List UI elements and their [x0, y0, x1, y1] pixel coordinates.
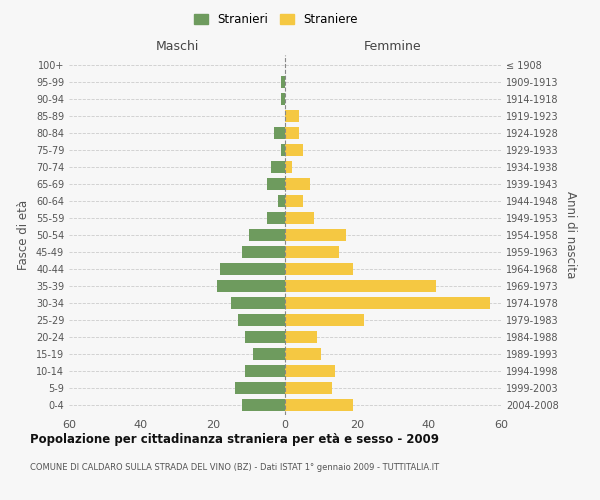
Bar	[285, 212, 314, 224]
Bar	[285, 229, 346, 241]
Bar	[285, 297, 490, 309]
Bar	[285, 314, 364, 326]
Bar	[242, 246, 285, 258]
Bar	[281, 76, 285, 88]
Text: Popolazione per cittadinanza straniera per età e sesso - 2009: Popolazione per cittadinanza straniera p…	[30, 432, 439, 446]
Bar	[285, 280, 436, 292]
Text: COMUNE DI CALDARO SULLA STRADA DEL VINO (BZ) - Dati ISTAT 1° gennaio 2009 - TUTT: COMUNE DI CALDARO SULLA STRADA DEL VINO …	[30, 462, 439, 471]
Bar	[267, 178, 285, 190]
Bar	[253, 348, 285, 360]
Bar	[235, 382, 285, 394]
Bar	[231, 297, 285, 309]
Bar	[285, 246, 339, 258]
Bar	[285, 110, 299, 122]
Bar	[217, 280, 285, 292]
Bar	[285, 263, 353, 275]
Bar	[285, 127, 299, 139]
Bar	[285, 365, 335, 377]
Bar	[285, 144, 303, 156]
Bar	[285, 161, 292, 173]
Bar	[249, 229, 285, 241]
Bar	[285, 399, 353, 411]
Bar	[278, 195, 285, 207]
Bar	[274, 127, 285, 139]
Text: Femmine: Femmine	[364, 40, 422, 54]
Bar	[271, 161, 285, 173]
Legend: Stranieri, Straniere: Stranieri, Straniere	[189, 8, 363, 31]
Bar	[242, 399, 285, 411]
Bar	[285, 382, 332, 394]
Bar	[281, 144, 285, 156]
Bar	[267, 212, 285, 224]
Bar	[285, 331, 317, 343]
Y-axis label: Anni di nascita: Anni di nascita	[564, 192, 577, 278]
Y-axis label: Fasce di età: Fasce di età	[17, 200, 30, 270]
Bar	[281, 93, 285, 105]
Bar	[285, 348, 321, 360]
Bar	[220, 263, 285, 275]
Bar	[238, 314, 285, 326]
Bar	[285, 195, 303, 207]
Text: Maschi: Maschi	[155, 40, 199, 54]
Bar	[245, 365, 285, 377]
Bar	[245, 331, 285, 343]
Bar	[285, 178, 310, 190]
